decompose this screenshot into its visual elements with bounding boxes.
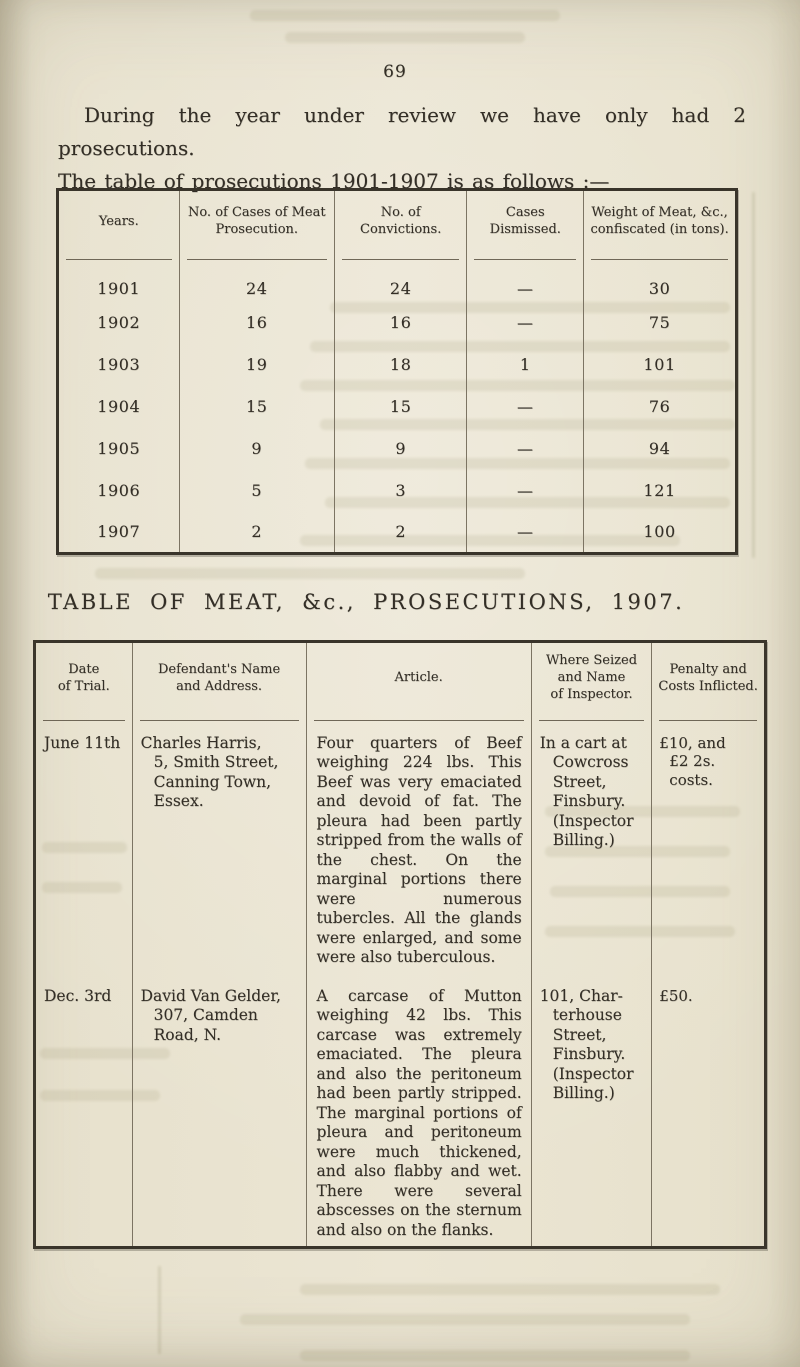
cell-dismissed: —	[466, 385, 584, 428]
col-header-weight: Weight of Meat, &c., confiscated (in ton…	[583, 189, 737, 260]
cell-cases: 15	[178, 385, 335, 428]
intro-paragraph: During the year under review we have onl…	[58, 99, 746, 198]
col-header-convictions: No. of Convictions.	[334, 189, 467, 260]
col-header-penalty: Penalty and Costs Inflicted.	[651, 641, 766, 721]
col-header-where-seized: Where Seized and Name of Inspector.	[530, 641, 652, 721]
intro-line-1: During the year under review we have onl…	[58, 103, 746, 160]
col-header-dismissed: Cases Dismissed.	[466, 189, 584, 260]
table-row: 1905 9 9 — 94	[58, 427, 737, 470]
cell-year: 1903	[97, 355, 141, 374]
cell-cases: 16	[178, 301, 335, 344]
table-row: Dec. 3rd David Van Gelder, 307, Camden R…	[35, 973, 766, 1248]
cell-dismissed: —	[466, 511, 584, 554]
cell-convictions: 18	[334, 343, 467, 386]
cell-convictions: 24	[334, 259, 467, 302]
prosecutions-summary-table: Years. No. of Cases of Meat Prosecution.…	[56, 188, 738, 555]
cell-dismissed: —	[466, 469, 584, 512]
col-header-date: Date of Trial.	[35, 642, 133, 721]
col-header-years: Years.	[58, 190, 180, 260]
cell-year: 1907	[97, 522, 141, 542]
cell-penalty: £10, and £2 2s. costs.	[651, 720, 766, 974]
cell-dismissed: —	[466, 427, 584, 470]
table-row: 1904 15 15 — 76	[58, 385, 737, 428]
cell-trial-date: Dec. 3rd	[44, 986, 112, 1005]
cell-convictions: 16	[334, 301, 467, 344]
cell-defendant: Charles Harris, 5, Smith Street, Canning…	[131, 720, 307, 974]
cell-dismissed: —	[466, 259, 584, 302]
table-header-row: Date of Trial. Defendant's Name and Addr…	[35, 641, 766, 721]
col-header-article: Article.	[305, 641, 532, 721]
cell-cases: 2	[178, 511, 335, 554]
table-row: June 11th Charles Harris, 5, Smith Stree…	[35, 720, 766, 974]
cell-weight: 30	[583, 259, 737, 302]
cell-weight: 100	[583, 511, 737, 554]
table-row: 1901 24 24 — 30	[58, 259, 737, 302]
cell-convictions: 2	[334, 511, 467, 554]
cell-convictions: 3	[334, 469, 467, 512]
table-row: 1906 5 3 — 121	[58, 469, 737, 512]
cell-cases: 5	[178, 469, 335, 512]
cell-weight: 76	[583, 385, 737, 428]
cell-year: 1906	[97, 481, 141, 500]
table-row: 1907 2 2 — 100	[58, 511, 737, 554]
cell-year: 1904	[97, 397, 141, 416]
col-header-defendant: Defendant's Name and Address.	[131, 641, 307, 721]
cell-weight: 94	[583, 427, 737, 470]
cell-where-seized: 101, Char- terhouse Street, Finsbury. (I…	[530, 973, 652, 1248]
cell-year: 1901	[97, 278, 141, 298]
prosecutions-detail-table: Date of Trial. Defendant's Name and Addr…	[33, 640, 767, 1250]
table-title: TABLE OF MEAT, &c., PROSECUTIONS, 1907.	[47, 590, 685, 614]
col-header-cases: No. of Cases of Meat Prosecution.	[178, 189, 335, 260]
cell-year: 1905	[97, 439, 141, 458]
cell-cases: 24	[178, 259, 335, 302]
cell-weight: 101	[583, 343, 737, 386]
cell-dismissed: —	[466, 301, 584, 344]
cell-article: A carcase of Mutton weighing 42 lbs. Thi…	[305, 973, 532, 1248]
cell-year: 1902	[97, 313, 141, 332]
table-row: 1902 16 16 — 75	[58, 301, 737, 344]
cell-article: Four quarters of Beef weighing 224 lbs. …	[305, 720, 532, 974]
cell-defendant: David Van Gelder, 307, Camden Road, N.	[131, 973, 307, 1248]
cell-convictions: 9	[334, 427, 467, 470]
table-row: 1903 19 18 1 101	[58, 343, 737, 386]
cell-where-seized: In a cart at Cowcross Street, Finsbury. …	[530, 720, 652, 974]
cell-penalty: £50.	[651, 973, 766, 1248]
cell-cases: 9	[178, 427, 335, 470]
page-number: 69	[383, 62, 407, 82]
cell-weight: 121	[583, 469, 737, 512]
cell-trial-date: June 11th	[44, 733, 121, 752]
cell-convictions: 15	[334, 385, 467, 428]
table-header-row: Years. No. of Cases of Meat Prosecution.…	[58, 189, 737, 260]
cell-dismissed: 1	[466, 343, 584, 386]
cell-cases: 19	[178, 343, 335, 386]
cell-weight: 75	[583, 301, 737, 344]
